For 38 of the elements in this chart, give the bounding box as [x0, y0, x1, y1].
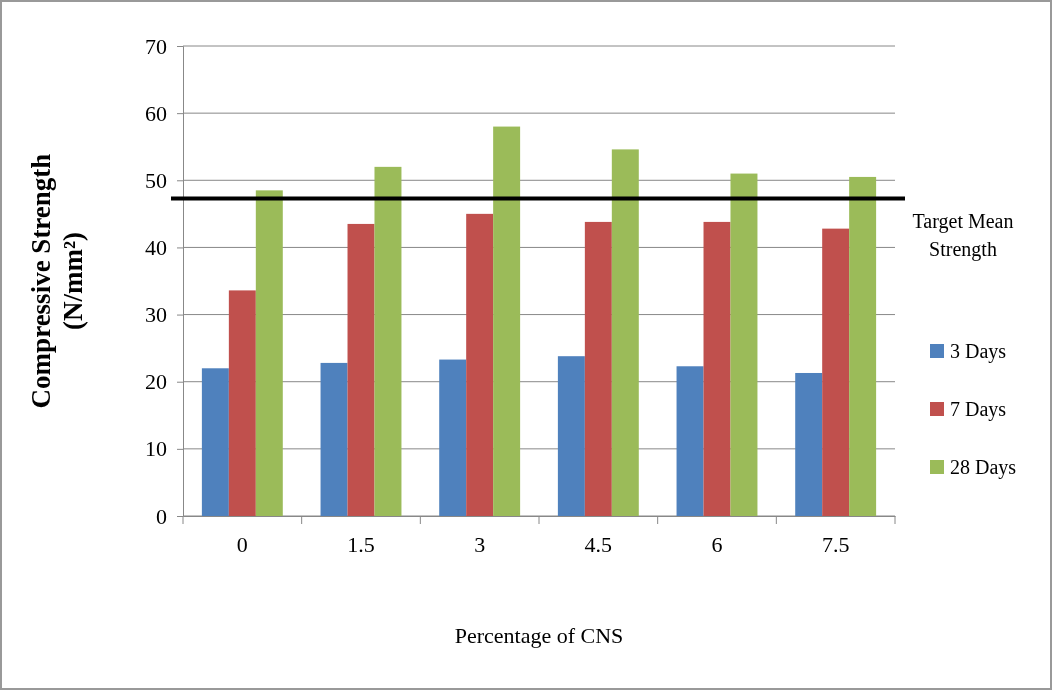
legend-label: 7 Days	[950, 398, 1007, 421]
bar	[822, 228, 850, 516]
y-tick-label: 10	[145, 436, 167, 462]
bar	[347, 223, 375, 516]
bar	[374, 166, 402, 516]
bar	[676, 366, 704, 516]
bar	[703, 221, 731, 516]
y-tick-label: 20	[145, 369, 167, 395]
ref-line-label: Target Mean Strength	[912, 210, 1014, 262]
bar	[493, 126, 521, 516]
y-tick-label: 30	[145, 302, 167, 328]
x-tick-label: 6	[711, 531, 723, 557]
x-axis-title: Percentage of CNS	[454, 623, 624, 648]
x-tick-label: 7.5	[821, 531, 850, 557]
bar	[584, 221, 612, 516]
legend-label: 28 Days	[950, 456, 1017, 479]
y-tick-label: 50	[145, 167, 167, 193]
y-axis-title: Compressive Strength (N/mm²)	[26, 153, 88, 409]
bar	[255, 190, 283, 516]
bar	[228, 290, 256, 516]
bar	[795, 372, 823, 516]
y-tick-label: 70	[145, 33, 167, 59]
x-tick-label: 1.5	[347, 531, 375, 557]
x-tick-label: 4.5	[584, 531, 613, 557]
y-tick-label: 60	[145, 100, 167, 126]
bar	[557, 356, 585, 516]
bar	[439, 359, 467, 516]
bar	[320, 362, 348, 516]
bar	[466, 213, 494, 516]
bar	[849, 176, 877, 516]
bar	[730, 173, 758, 516]
legend-label: 3 Days	[950, 340, 1007, 363]
bar	[201, 368, 229, 516]
y-tick-label: 0	[156, 503, 167, 529]
bar	[611, 149, 639, 516]
x-tick-label: 3	[474, 531, 486, 557]
y-tick-label: 40	[145, 234, 167, 260]
x-tick-label: 0	[236, 531, 248, 557]
